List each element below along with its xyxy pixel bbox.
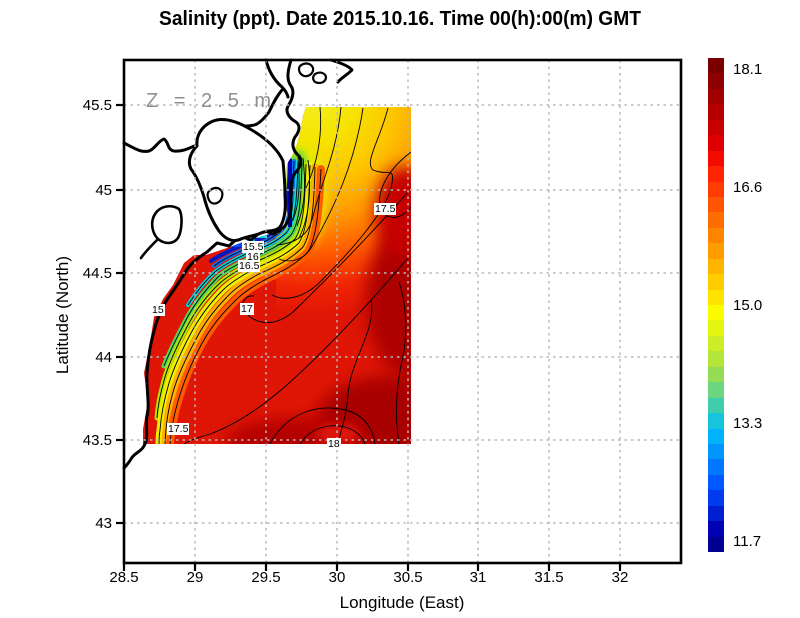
contour-label: 18	[327, 438, 341, 450]
colorbar-step	[708, 135, 724, 151]
colorbar-step	[708, 351, 724, 367]
x-tick-label: 28.5	[109, 569, 139, 586]
y-tick-label: 45.5	[82, 97, 112, 114]
contour-label: 17.5	[374, 203, 397, 215]
contour-label: 15.5	[242, 241, 265, 253]
colorbar-step	[708, 227, 724, 244]
colorbar-swatches	[708, 58, 724, 552]
salinity-field	[143, 107, 411, 444]
colorbar-step	[708, 104, 724, 120]
colorbar-tick-label: 15.0	[733, 297, 763, 314]
colorbar-tick-label: 11.7	[733, 533, 762, 550]
x-tick-label: 30.5	[393, 569, 423, 586]
colorbar-step	[708, 382, 724, 398]
colorbar-tick-label: 18.1	[733, 61, 763, 78]
axis-ticks	[116, 103, 622, 571]
colorbar-tick-label: 13.3	[733, 415, 763, 432]
colorbar-step	[708, 166, 724, 182]
colorbar-step	[708, 443, 724, 460]
x-tick-label: 31.5	[534, 569, 564, 586]
coastline	[122, 58, 354, 470]
colorbar-step	[708, 335, 724, 352]
x-tick-label: 31	[469, 569, 487, 586]
colorbar-step	[708, 474, 724, 491]
colorbar-step	[708, 397, 724, 414]
colorbar-step	[708, 505, 724, 522]
y-tick-label: 45	[95, 182, 112, 199]
colorbar-step	[708, 320, 724, 336]
y-axis-label: Latitude (North)	[53, 255, 72, 375]
colorbar-step	[708, 536, 724, 552]
x-axis-label: Longitude (East)	[339, 593, 465, 612]
colorbar-step	[708, 274, 724, 290]
y-tick-label: 44	[95, 349, 112, 366]
depth-annotation: Z = 2.5 m	[146, 90, 277, 112]
colorbar-step	[708, 413, 724, 429]
colorbar-step	[708, 119, 724, 136]
y-tick-label: 43.5	[82, 432, 112, 449]
colorbar-step	[708, 181, 724, 197]
colorbar-step	[708, 521, 724, 537]
colorbar-step	[708, 428, 724, 444]
colorbar-step	[708, 305, 724, 321]
colorbar-step	[708, 258, 724, 275]
colorbar-step	[708, 366, 724, 383]
x-tick-label: 29	[186, 569, 204, 586]
colorbar-step	[708, 58, 724, 74]
colorbar-step	[708, 150, 724, 167]
colorbar-step	[708, 212, 724, 228]
colorbar-step	[708, 243, 724, 259]
contour-label: 17.5	[167, 423, 190, 435]
x-tick-label: 29.5	[251, 569, 281, 586]
contour-lines	[156, 107, 411, 444]
plot-frame	[116, 58, 683, 571]
y-tick-label: 43	[95, 515, 112, 532]
x-tick-label: 30	[328, 569, 346, 586]
y-tick-label: 44.5	[82, 265, 112, 282]
colorbar-step	[708, 289, 724, 305]
colorbar-step	[708, 73, 724, 89]
contour-label: 15	[151, 304, 165, 316]
colorbar-step	[708, 88, 724, 105]
plot-title: Salinity (ppt). Date 2015.10.16. Time 00…	[159, 8, 641, 30]
contour-label: 17	[240, 303, 254, 315]
colorbar-step	[708, 196, 724, 213]
colorbar-step	[708, 490, 724, 506]
colorbar-step	[708, 459, 724, 475]
gridlines	[124, 60, 681, 563]
colorbar-tick-label: 16.6	[733, 179, 763, 196]
x-tick-label: 32	[611, 569, 629, 586]
contour-label: 16.5	[238, 260, 261, 272]
